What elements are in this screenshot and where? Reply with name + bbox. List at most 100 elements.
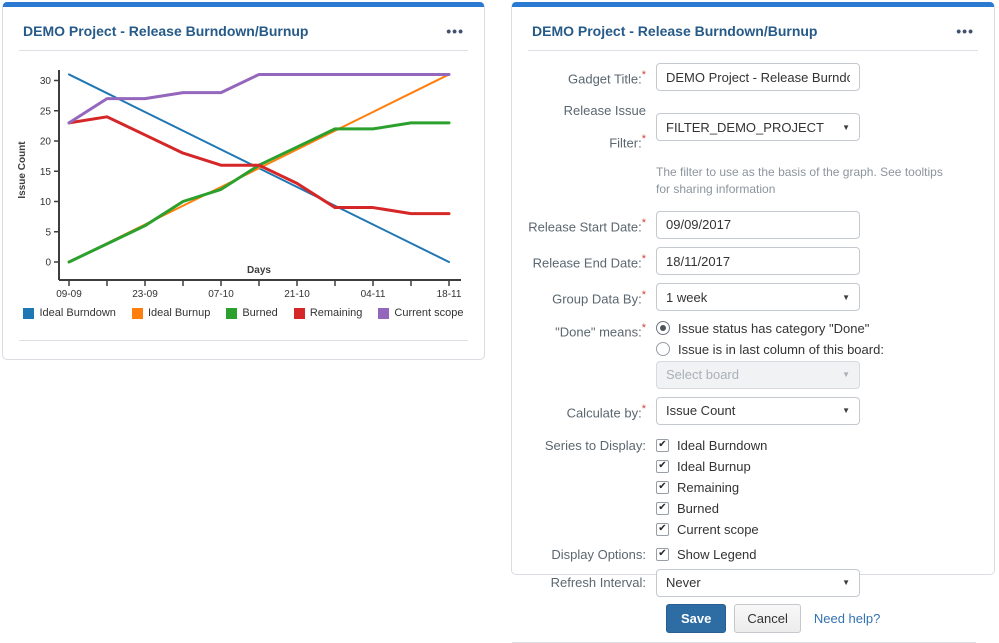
- checkbox-label: Remaining: [677, 479, 740, 495]
- legend-label: Remaining: [309, 307, 363, 319]
- svg-text:23-09: 23-09: [132, 289, 158, 300]
- legend-label: Burned: [242, 307, 278, 319]
- chevron-down-icon: ▼: [842, 370, 850, 380]
- gadget-header: DEMO Project - Release Burndown/Burnup •…: [3, 7, 484, 50]
- release-end-date-label: Release End Date:*: [532, 252, 646, 271]
- header-divider: [528, 50, 978, 51]
- gadget-panel-settings: DEMO Project - Release Burndown/Burnup •…: [511, 2, 995, 643]
- cancel-button[interactable]: Cancel: [734, 603, 801, 633]
- release-issue-filter-label: Release Issue Filter:*: [563, 103, 646, 151]
- calculate-by-label: Calculate by:*: [566, 402, 646, 420]
- release-start-date-input[interactable]: [656, 210, 860, 239]
- series-checkbox-ideal-burnup[interactable]: ✔ Ideal Burnup: [656, 456, 767, 477]
- checkbox-checked-icon[interactable]: ✔: [656, 480, 669, 494]
- checkbox-checked-icon[interactable]: ✔: [656, 501, 669, 515]
- required-asterisk: *: [641, 252, 646, 265]
- done-means-label: "Done" means:*: [555, 321, 646, 339]
- select-value: Issue Count: [666, 403, 736, 419]
- show-legend-checkbox[interactable]: ✔ Show Legend: [656, 544, 757, 565]
- gadget-title: DEMO Project - Release Burndown/Burnup: [532, 23, 818, 39]
- required-asterisk: *: [641, 216, 646, 229]
- svg-text:15: 15: [40, 167, 52, 178]
- svg-text:09-09: 09-09: [56, 289, 82, 300]
- legend-item: Remaining: [293, 307, 363, 319]
- series-to-display-label: Series to Display:: [544, 437, 646, 453]
- radio-option-label: Issue is in last column of this board:: [678, 341, 884, 357]
- svg-text:Issue Count: Issue Count: [17, 141, 28, 199]
- settings-form: Gadget Title:* Release Issue Filter:* FI…: [512, 51, 994, 643]
- series-checkbox-burned[interactable]: ✔ Burned: [656, 498, 767, 519]
- gadget-header: DEMO Project - Release Burndown/Burnup •…: [512, 7, 994, 50]
- select-value: FILTER_DEMO_PROJECT: [666, 119, 824, 135]
- svg-text:20: 20: [40, 137, 52, 148]
- required-asterisk: *: [641, 402, 646, 415]
- chart-legend: Ideal Burndown Ideal Burnup Burned Remainin…: [3, 307, 484, 319]
- select-board-select: Select board ▼: [656, 360, 860, 389]
- radio-selected-icon[interactable]: [656, 321, 670, 336]
- checkbox-label: Show Legend: [677, 546, 757, 562]
- group-data-by-select[interactable]: 1 week ▼: [656, 283, 860, 312]
- legend-swatch-icon: [293, 307, 305, 319]
- required-asterisk: *: [641, 133, 646, 146]
- chevron-down-icon: ▼: [842, 406, 850, 416]
- gadget-menu-icon[interactable]: •••: [446, 23, 464, 39]
- panel-accent-bar: [3, 2, 484, 7]
- refresh-interval-select[interactable]: Never ▼: [656, 568, 860, 597]
- required-asterisk: *: [641, 69, 646, 81]
- gadget-panel-chart: DEMO Project - Release Burndown/Burnup •…: [2, 2, 485, 360]
- select-value: Never: [666, 575, 701, 591]
- radio-option-label: Issue status has category "Done": [678, 320, 870, 336]
- required-asterisk: *: [641, 289, 646, 302]
- gadget-menu-icon[interactable]: •••: [956, 23, 974, 39]
- checkbox-label: Ideal Burnup: [677, 458, 751, 474]
- svg-text:10: 10: [40, 197, 52, 208]
- checkbox-checked-icon[interactable]: ✔: [656, 438, 669, 452]
- gadget-title-input[interactable]: [656, 63, 860, 92]
- gadget-title: DEMO Project - Release Burndown/Burnup: [23, 23, 309, 39]
- select-placeholder: Select board: [666, 367, 739, 383]
- checkbox-label: Current scope: [677, 521, 759, 537]
- svg-text:5: 5: [45, 227, 51, 238]
- calculate-by-select[interactable]: Issue Count ▼: [656, 396, 860, 425]
- legend-item: Burned: [226, 307, 278, 319]
- svg-text:Days: Days: [247, 265, 271, 276]
- release-issue-filter-select[interactable]: FILTER_DEMO_PROJECT ▼: [656, 113, 860, 142]
- legend-swatch-icon: [23, 307, 35, 319]
- svg-text:18-11: 18-11: [437, 289, 462, 300]
- done-category-radio-option[interactable]: Issue status has category "Done": [656, 318, 884, 339]
- save-button[interactable]: Save: [666, 603, 727, 633]
- series-checkbox-ideal-burndown[interactable]: ✔ Ideal Burndown: [656, 435, 767, 456]
- svg-text:25: 25: [40, 106, 52, 117]
- svg-text:04-11: 04-11: [361, 289, 386, 300]
- legend-label: Current scope: [394, 307, 464, 319]
- burndown-chart: 0 5 10 15 20 25 30 09-09 23-09 07-10 21-10 04-11 18-…: [17, 70, 462, 300]
- legend-item: Ideal Burndown: [23, 307, 116, 319]
- required-asterisk: *: [641, 321, 646, 334]
- legend-swatch-icon: [378, 307, 390, 319]
- legend-swatch-icon: [226, 307, 238, 319]
- checkbox-checked-icon[interactable]: ✔: [656, 547, 669, 561]
- checkbox-label: Ideal Burndown: [677, 437, 768, 453]
- group-data-by-label: Group Data By:*: [552, 289, 646, 307]
- legend-item: Ideal Burnup: [131, 307, 211, 319]
- svg-text:30: 30: [40, 76, 52, 87]
- svg-text:07-10: 07-10: [208, 289, 234, 300]
- chart-area: 0 5 10 15 20 25 30 09-09 23-09 07-10 21-10 04-11 18-…: [3, 51, 484, 305]
- series-checkbox-remaining[interactable]: ✔ Remaining: [656, 477, 767, 498]
- release-end-date-input[interactable]: [656, 247, 860, 276]
- select-value: 1 week: [666, 289, 708, 305]
- panel-accent-bar: [512, 2, 994, 7]
- done-last-column-radio-option[interactable]: Issue is in last column of this board:: [656, 339, 884, 360]
- checkbox-checked-icon[interactable]: ✔: [656, 522, 669, 536]
- legend-swatch-icon: [131, 307, 143, 319]
- series-checkbox-current-scope[interactable]: ✔ Current scope: [656, 519, 767, 540]
- radio-unselected-icon[interactable]: [656, 342, 670, 357]
- release-start-date-label: Release Start Date:*: [528, 216, 646, 234]
- need-help-link[interactable]: Need help?: [813, 610, 881, 626]
- svg-text:0: 0: [45, 258, 51, 269]
- chevron-down-icon: ▼: [842, 292, 850, 302]
- gadget-title-label: Gadget Title:*: [568, 69, 646, 87]
- filter-help-text: The filter to use as the basis of the gr…: [656, 164, 943, 196]
- checkbox-checked-icon[interactable]: ✔: [656, 459, 669, 473]
- legend-label: Ideal Burnup: [147, 307, 211, 319]
